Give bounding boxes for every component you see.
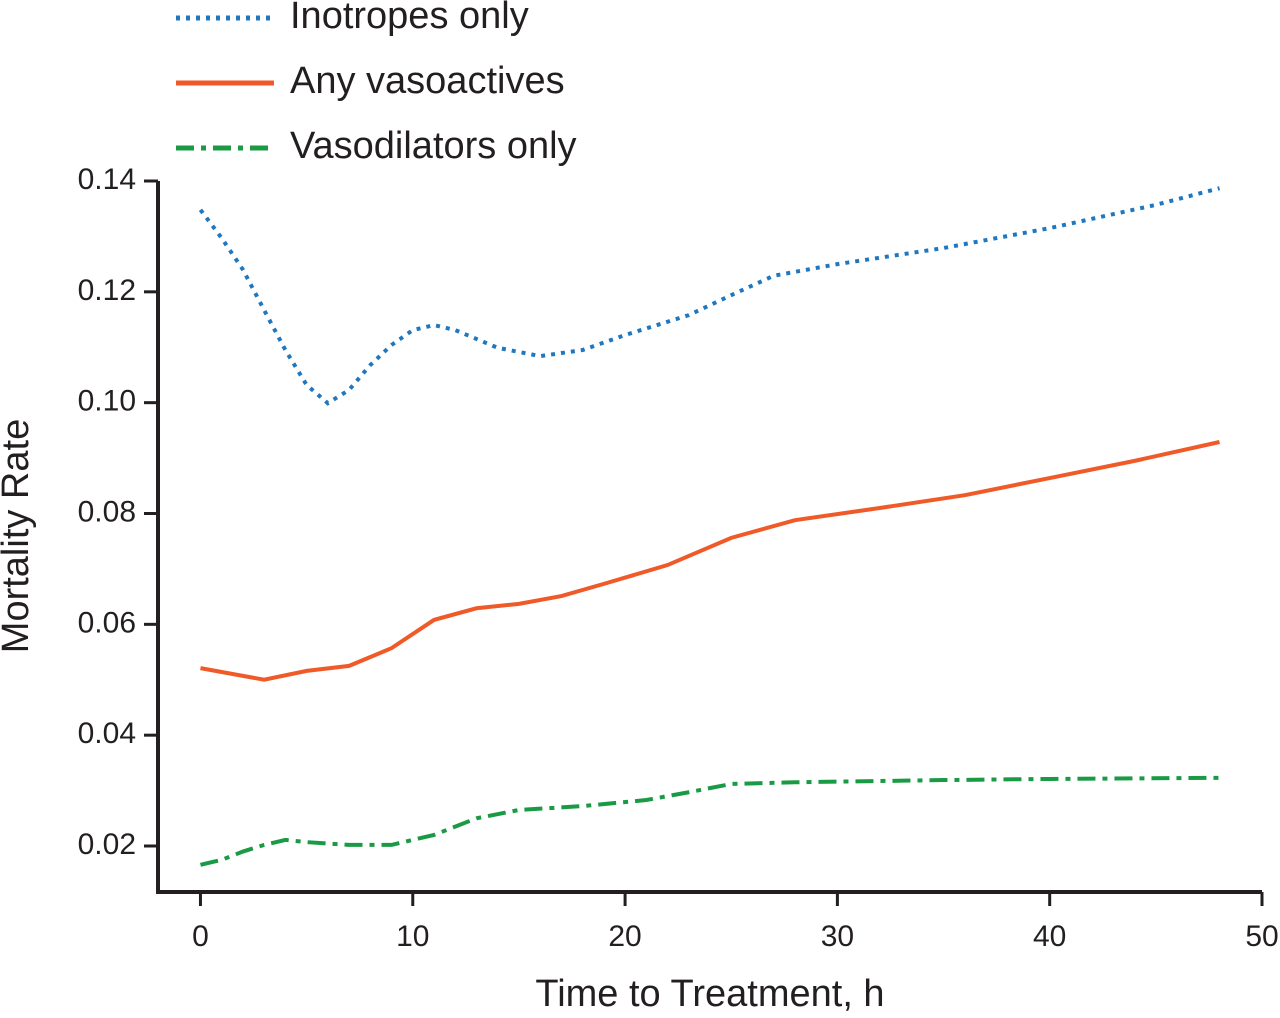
y-tick-label: 0.14 (78, 163, 136, 196)
y-tick-label: 0.04 (78, 717, 136, 750)
data-line (200, 440, 1220, 682)
x-axis-label: Time to Treatment, h (535, 973, 884, 1015)
legend-label: Inotropes only (290, 0, 529, 37)
x-tick-label: 50 (1245, 920, 1278, 953)
y-tick-label: 0.12 (78, 274, 136, 307)
y-axis-label: Mortality Rate (0, 419, 37, 653)
y-tick-label: 0.06 (78, 606, 136, 639)
y-tick-label: 0.02 (78, 828, 136, 861)
data-line (198, 186, 1221, 406)
x-tick-label: 10 (396, 920, 429, 953)
x-tick-label: 40 (1033, 920, 1066, 953)
x-tick-label: 0 (192, 920, 209, 953)
y-tick-label: 0.08 (78, 495, 136, 528)
x-tick-label: 20 (608, 920, 641, 953)
legend-label: Vasodilators only (290, 125, 577, 167)
x-tick-label: 30 (821, 920, 854, 953)
legend-label: Any vasoactives (290, 60, 565, 102)
y-tick-label: 0.10 (78, 385, 136, 418)
data-line (200, 775, 1220, 867)
